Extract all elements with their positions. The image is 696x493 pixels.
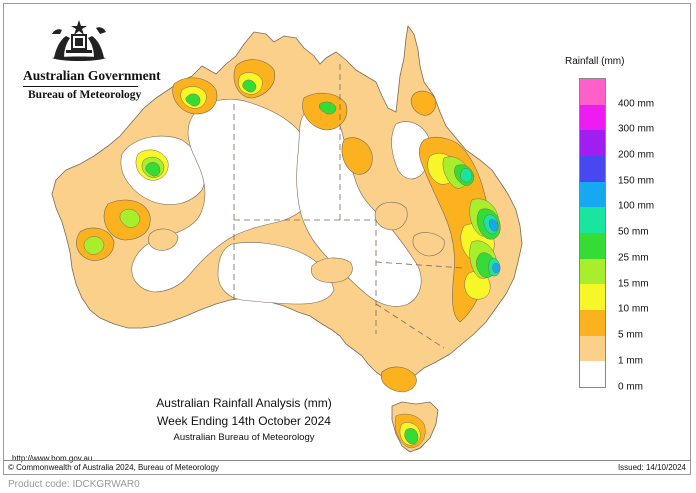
- footer-divider: [3, 460, 691, 461]
- interior-rain-patches: [148, 201, 445, 283]
- legend-swatch: [580, 233, 605, 259]
- legend-label: 150 mm: [618, 175, 655, 187]
- legend-swatch: [580, 310, 605, 336]
- legend-swatch: [580, 284, 605, 311]
- legend-label: 10 mm: [618, 303, 649, 315]
- legend-label: 50 mm: [618, 226, 649, 238]
- legend-swatch: [580, 207, 605, 234]
- rainfall-map: [51, 25, 523, 453]
- copyright-notice: © Commonwealth of Australia 2024, Bureau…: [8, 463, 219, 472]
- legend-swatch: [580, 335, 605, 362]
- rain-100mm-areas: [488, 219, 501, 274]
- coat-of-arms-icon: [52, 20, 106, 61]
- legend-swatch: [580, 104, 605, 131]
- legend-label: 1 mm: [618, 355, 643, 367]
- bom-url-link[interactable]: http://www.bom.gov.au: [12, 454, 93, 463]
- legend-label: 300 mm: [618, 123, 655, 135]
- state-borders: [233, 64, 465, 349]
- legend-label: 25 mm: [618, 252, 649, 264]
- legend-title: Rainfall (mm): [565, 56, 625, 67]
- map-source: Australian Bureau of Meteorology: [173, 432, 315, 443]
- bureau-title: Bureau of Meteorology: [28, 89, 142, 101]
- tasmania: [391, 401, 439, 453]
- legend-label: 15 mm: [618, 278, 649, 290]
- issued-date: Issued: 14/10/2024: [617, 463, 686, 472]
- map-period: Week Ending 14th October 2024: [157, 414, 331, 428]
- product-code: Product code: IDCKGRWAR0: [8, 479, 140, 490]
- legend-swatch: [580, 361, 605, 388]
- legend-label: 200 mm: [618, 149, 655, 161]
- legend-label: 5 mm: [618, 329, 643, 341]
- legend-swatch: [580, 181, 605, 208]
- map-title: Australian Rainfall Analysis (mm): [156, 396, 332, 410]
- map-frame: Australian Government Bureau of Meteorol…: [3, 3, 691, 475]
- title-divider: [23, 86, 138, 87]
- legend-swatch: [580, 79, 605, 105]
- legend-swatch: [580, 156, 605, 182]
- legend-color-bar: [579, 78, 606, 388]
- legend-label: 0 mm: [618, 381, 643, 393]
- legend-swatch: [580, 130, 605, 157]
- legend-label: 400 mm: [618, 98, 655, 110]
- legend-labels: 400 mm 300 mm 200 mm 150 mm 100 mm 50 mm…: [618, 78, 688, 393]
- government-title: Australian Government: [23, 68, 161, 83]
- legend-label: 100 mm: [618, 200, 655, 212]
- legend-swatch: [580, 258, 605, 285]
